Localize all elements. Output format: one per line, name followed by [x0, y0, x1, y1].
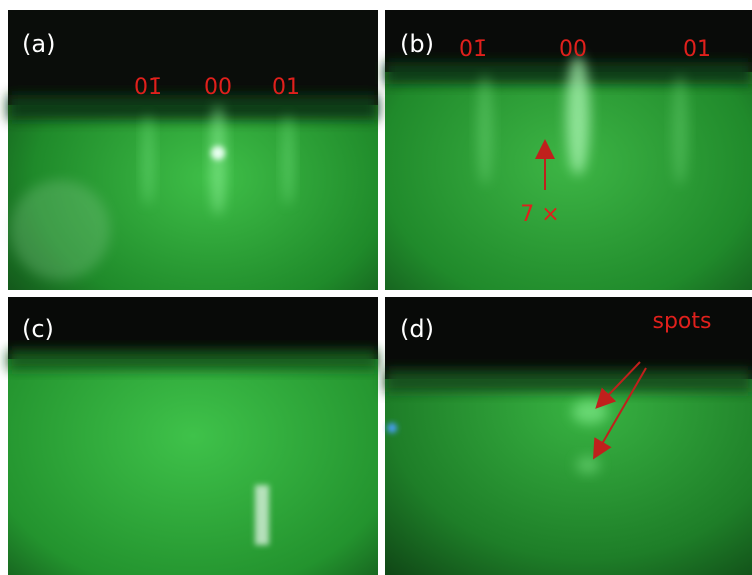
annotation: 7 × [520, 202, 559, 227]
annotation: spots [653, 309, 712, 334]
beam-label: 00 [204, 75, 232, 100]
panel-d: (d) spots [385, 297, 752, 575]
beam-label: 01̄ [134, 75, 162, 100]
beam-label: 01 [272, 75, 300, 100]
panel-label: (c) [22, 315, 54, 343]
figure: (a) 01̄ 00 01 (b) 01̄ 00 01 7 × (c) (d) … [0, 0, 752, 575]
beam-label: 00 [559, 37, 587, 62]
beam-label: 01̄ [459, 37, 487, 62]
panel-c: (c) [8, 297, 378, 575]
panel-label: (b) [400, 30, 434, 58]
panel-label: (a) [22, 30, 55, 58]
panel-b: (b) 01̄ 00 01 7 × [385, 10, 752, 290]
beam-label: 01 [683, 37, 711, 62]
panel-a: (a) 01̄ 00 01 [8, 10, 378, 290]
panel-label: (d) [400, 315, 434, 343]
